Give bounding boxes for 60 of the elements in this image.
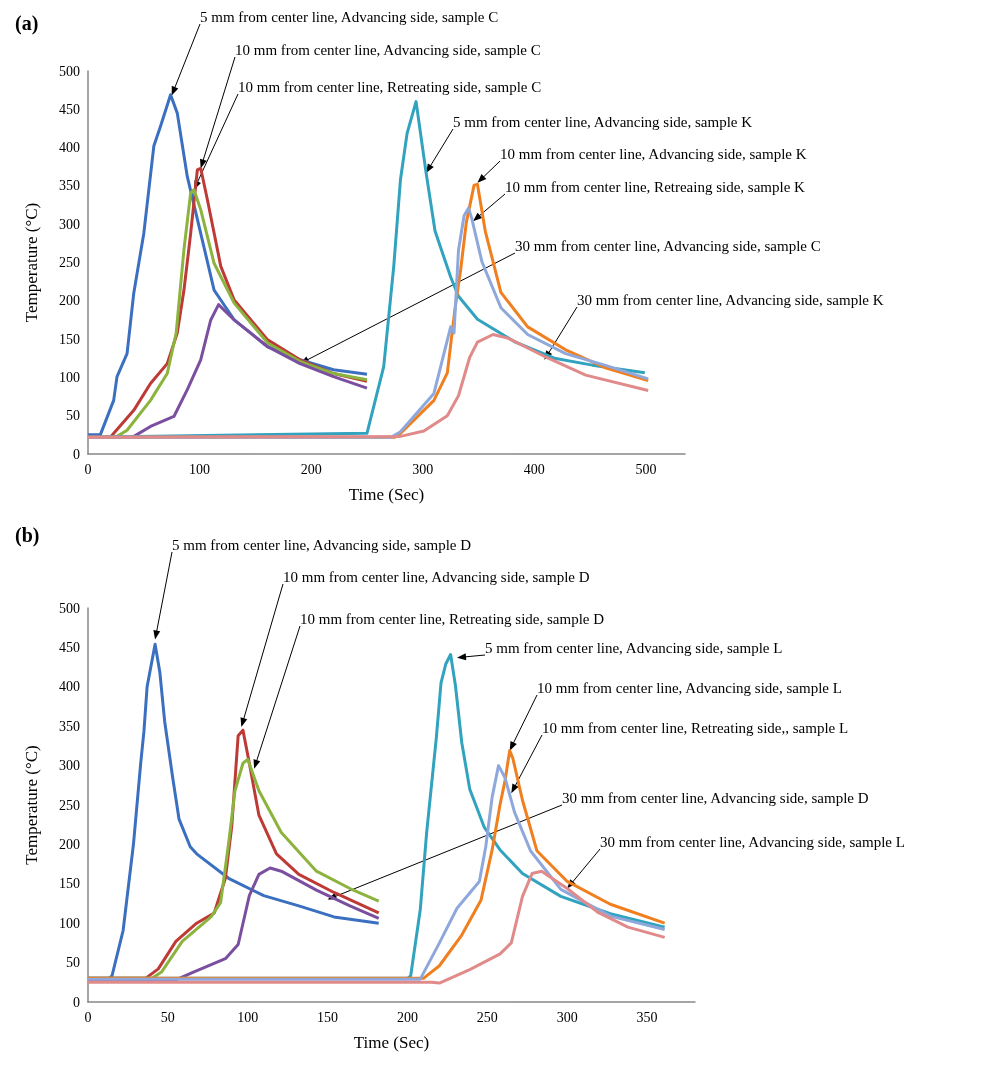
annotation: 5 mm from center line, Advancing side, sample K <box>453 114 753 130</box>
annotation: 10 mm from center line, Retreating side, sample D <box>300 611 605 627</box>
annotation: 30 mm from center line, Advancing side, sample D <box>562 790 869 806</box>
annotation: 10 mm from center line, Retreating side,, sample L <box>542 720 849 736</box>
annotation: 30 mm from center line, Advancing side, sample L <box>600 834 905 850</box>
x-tick-label: 250 <box>476 1009 498 1025</box>
y-tick-label: 250 <box>59 255 80 270</box>
y-axis-title: Temperature (°C) <box>22 202 41 323</box>
x-tick-label: 400 <box>523 461 545 477</box>
y-tick-label: 300 <box>59 758 80 774</box>
annotation: 5 mm from center line, Advancing side, sample C <box>200 9 499 25</box>
y-tick-label: 50 <box>66 955 80 971</box>
annotation: 30 mm from center line, Advancing side, sample C <box>515 238 821 254</box>
y-tick-label: 350 <box>59 718 80 734</box>
y-tick-label: 500 <box>59 63 80 79</box>
x-tick-label: 100 <box>237 1009 259 1025</box>
y-tick-label: 0 <box>73 446 80 462</box>
y-tick-label: 200 <box>59 836 80 852</box>
line-series <box>86 333 650 439</box>
x-tick-label: 0 <box>84 1009 92 1025</box>
y-tick-label: 350 <box>59 178 80 194</box>
x-axis-title: Time (Sec) <box>353 1033 430 1052</box>
annotation: 5 mm from center line, Advancing side, sample L <box>485 640 783 656</box>
annotation: 10 mm from center line, Retreating side, sample C <box>238 79 542 95</box>
y-tick-label: 200 <box>59 293 80 309</box>
x-tick-label: 200 <box>396 1009 418 1025</box>
y-tick-label: 150 <box>59 331 80 347</box>
y-axis-title: Temperature (°C) <box>22 745 41 865</box>
y-tick-label: 400 <box>59 679 80 695</box>
x-tick-label: 300 <box>412 461 434 477</box>
x-axis-title: Time (Sec) <box>348 485 425 504</box>
chart-title: (a) <box>15 12 39 35</box>
x-tick-label: 0 <box>84 461 92 477</box>
x-tick-label: 200 <box>300 461 322 477</box>
y-tick-label: 250 <box>59 797 80 813</box>
x-tick-label: 50 <box>160 1009 175 1025</box>
y-tick-label: 50 <box>66 408 80 424</box>
x-tick-label: 350 <box>636 1009 658 1025</box>
annotation: 10 mm from center line, Advancing side, sample C <box>235 42 541 58</box>
annotation: 10 mm from center line, Retreaing side, sample K <box>505 179 806 195</box>
annotation: 10 mm from center line, Advancing side, sample D <box>283 569 590 585</box>
y-tick-label: 450 <box>59 639 80 655</box>
x-tick-label: 150 <box>317 1009 339 1025</box>
chart-title: (b) <box>15 524 40 547</box>
y-tick-label: 400 <box>59 140 80 156</box>
y-tick-label: 450 <box>59 101 80 117</box>
annotation: 10 mm from center line, Advancing side, sample K <box>500 146 807 162</box>
x-tick-label: 100 <box>189 461 211 477</box>
y-tick-label: 300 <box>59 216 80 232</box>
y-tick-label: 100 <box>59 369 80 385</box>
y-tick-label: 0 <box>73 994 80 1010</box>
annotation: 30 mm from center line, Advancing side, sample K <box>577 292 884 308</box>
annotation: 10 mm from center line, Advancing side, sample L <box>537 680 842 696</box>
annotation: 5 mm from center line, Advancing side, sample D <box>172 537 472 553</box>
y-tick-label: 500 <box>59 600 80 616</box>
y-tick-label: 150 <box>59 876 80 892</box>
y-tick-label: 100 <box>59 915 80 931</box>
line-series <box>86 869 667 985</box>
x-tick-label: 500 <box>635 461 657 477</box>
x-tick-label: 300 <box>556 1009 578 1025</box>
